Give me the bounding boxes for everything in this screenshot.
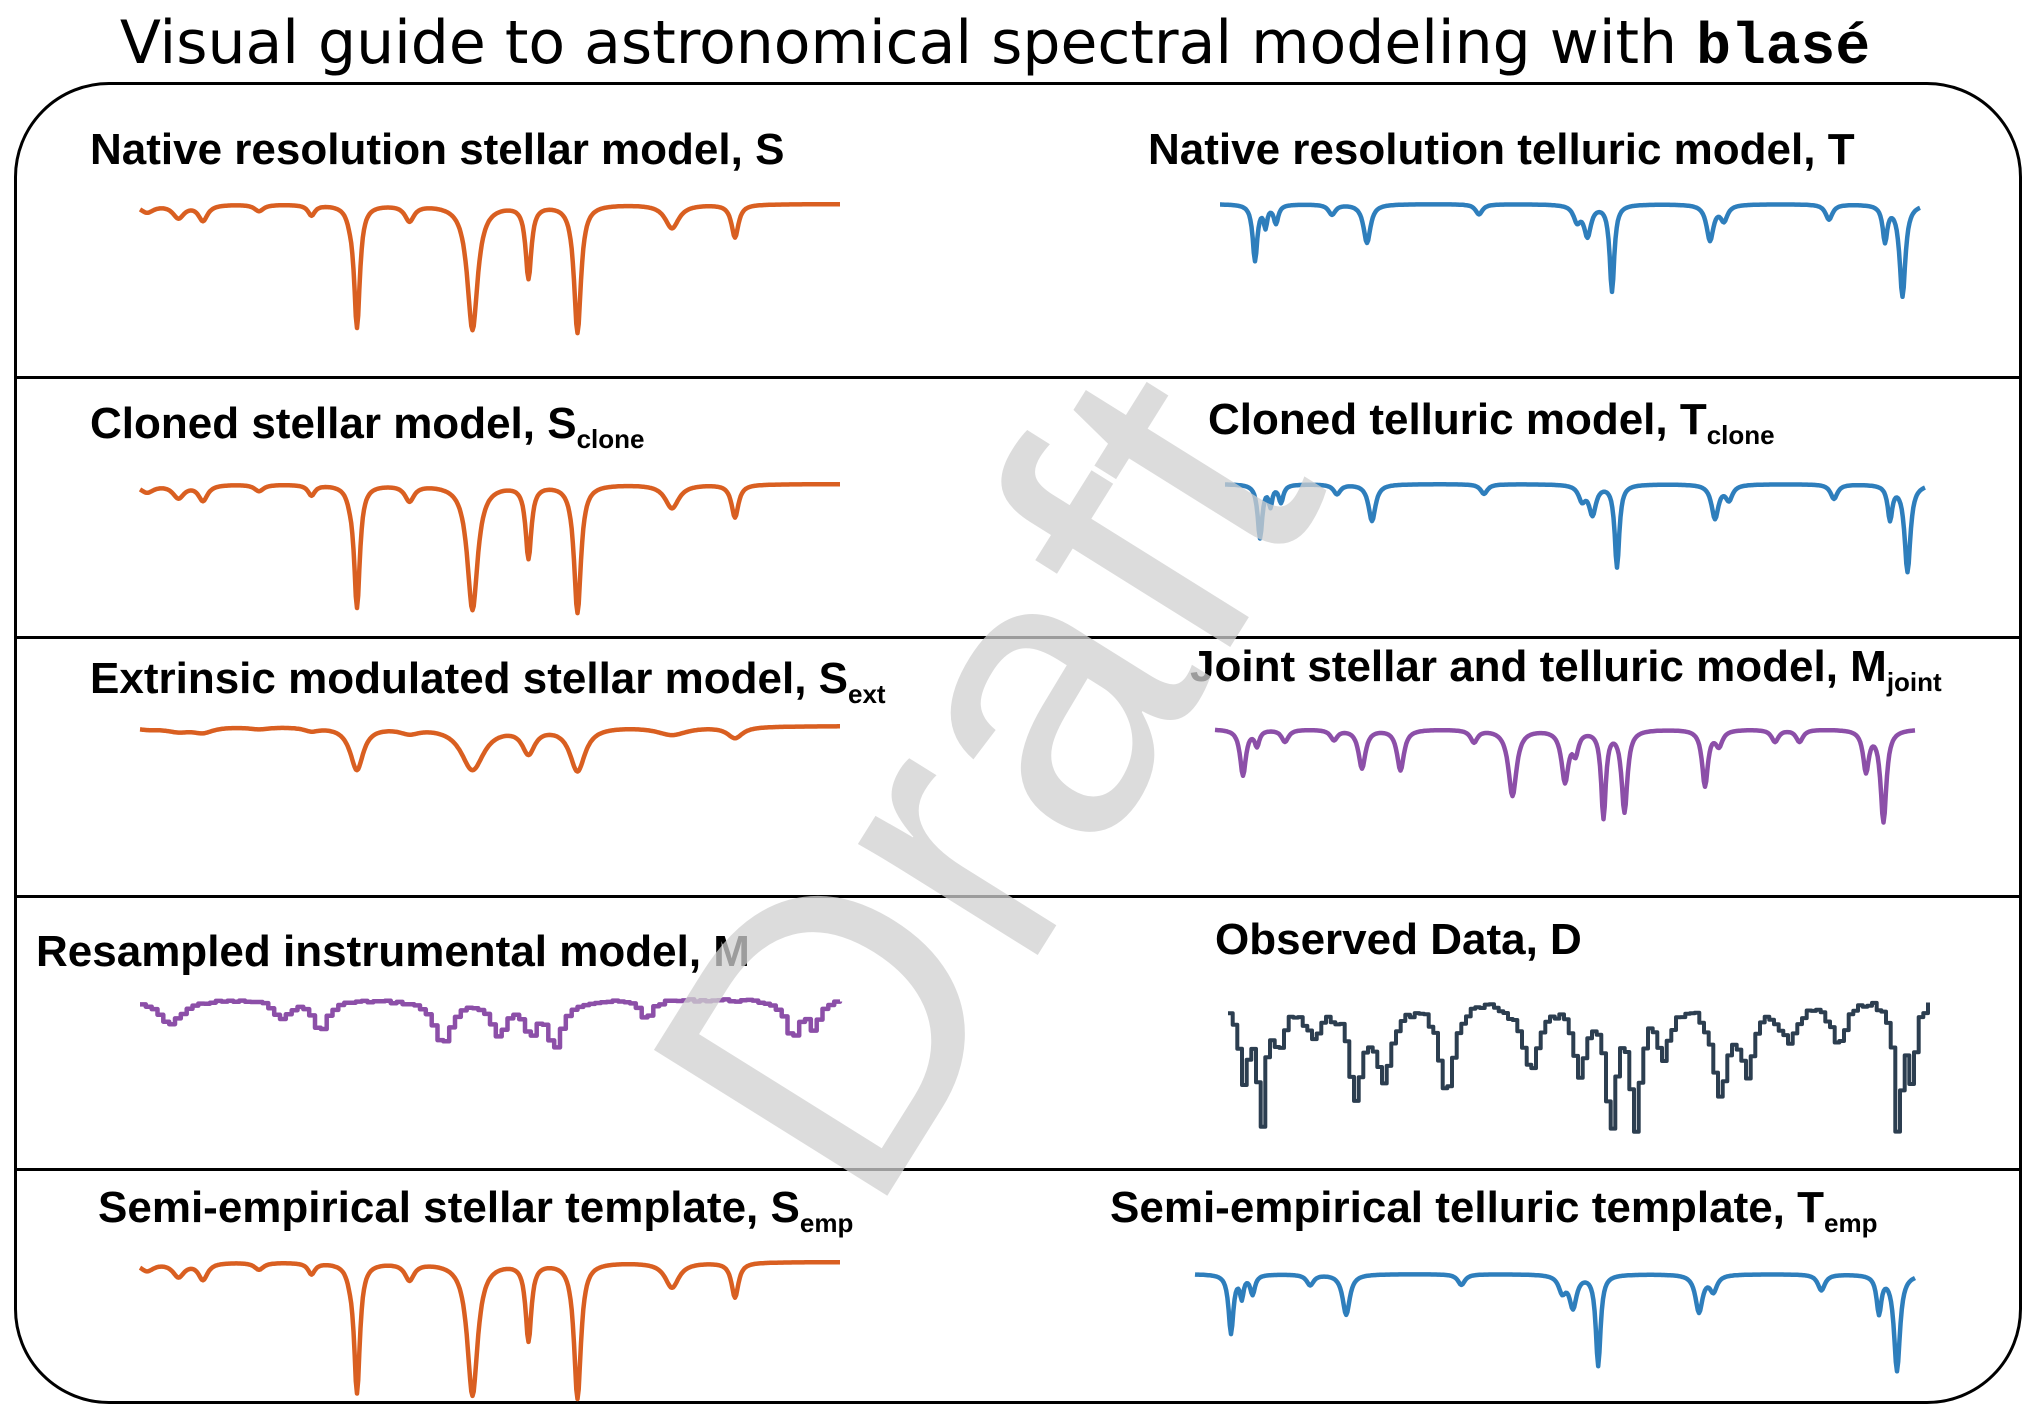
panel-label-semiempirical-telluric: Semi-empirical telluric template, Temp [1110, 1183, 1878, 1238]
spectrum-line [138, 1259, 842, 1402]
spectrum-line [1193, 1272, 1917, 1374]
spectrum-semiempirical-telluric [1193, 1272, 1917, 1374]
panel-label-observed-data: Observed Data, D [1215, 915, 1582, 964]
spectrum-line [138, 481, 842, 616]
title-text: Visual guide to astronomical spectral mo… [119, 8, 1697, 78]
spectrum-line [1213, 727, 1917, 825]
spectrum-native-telluric [1218, 202, 1922, 300]
row-divider [14, 376, 2022, 379]
spectrum-semiempirical-stellar [138, 1259, 842, 1402]
panel-label-native-telluric: Native resolution telluric model, T [1148, 125, 1855, 174]
row-divider [14, 895, 2022, 898]
spectrum-observed-data [1228, 1000, 1930, 1134]
rounded-frame [14, 82, 2022, 1404]
panel-label-joint-model: Joint stellar and telluric model, Mjoint [1190, 642, 1942, 697]
spectrum-line [1223, 482, 1927, 575]
spectrum-cloned-telluric [1223, 482, 1927, 575]
spectrum-line [138, 724, 842, 774]
spectrum-resampled [140, 997, 843, 1050]
row-divider [14, 636, 2022, 639]
panel-label-semiempirical-stellar: Semi-empirical stellar template, Semp [98, 1183, 854, 1238]
spectrum-joint-model [1213, 727, 1917, 825]
panel-label-cloned-telluric: Cloned telluric model, Tclone [1208, 395, 1775, 450]
spectrum-native-stellar [138, 201, 842, 336]
spectrum-line [138, 201, 842, 336]
panel-label-native-stellar: Native resolution stellar model, S [90, 125, 785, 174]
spectrum-line [140, 997, 843, 1050]
spectrum-extrinsic-stellar [138, 724, 842, 774]
figure-title: Visual guide to astronomical spectral mo… [0, 8, 1990, 81]
title-code: blasé [1696, 16, 1871, 81]
row-divider [14, 1168, 2022, 1171]
panel-label-cloned-stellar: Cloned stellar model, Sclone [90, 399, 645, 454]
spectrum-line [1218, 202, 1922, 300]
spectrum-line [1228, 1000, 1930, 1134]
panel-label-extrinsic-stellar: Extrinsic modulated stellar model, Sext [90, 654, 886, 709]
spectrum-cloned-stellar [138, 481, 842, 616]
panel-label-resampled: Resampled instrumental model, M [36, 927, 750, 976]
